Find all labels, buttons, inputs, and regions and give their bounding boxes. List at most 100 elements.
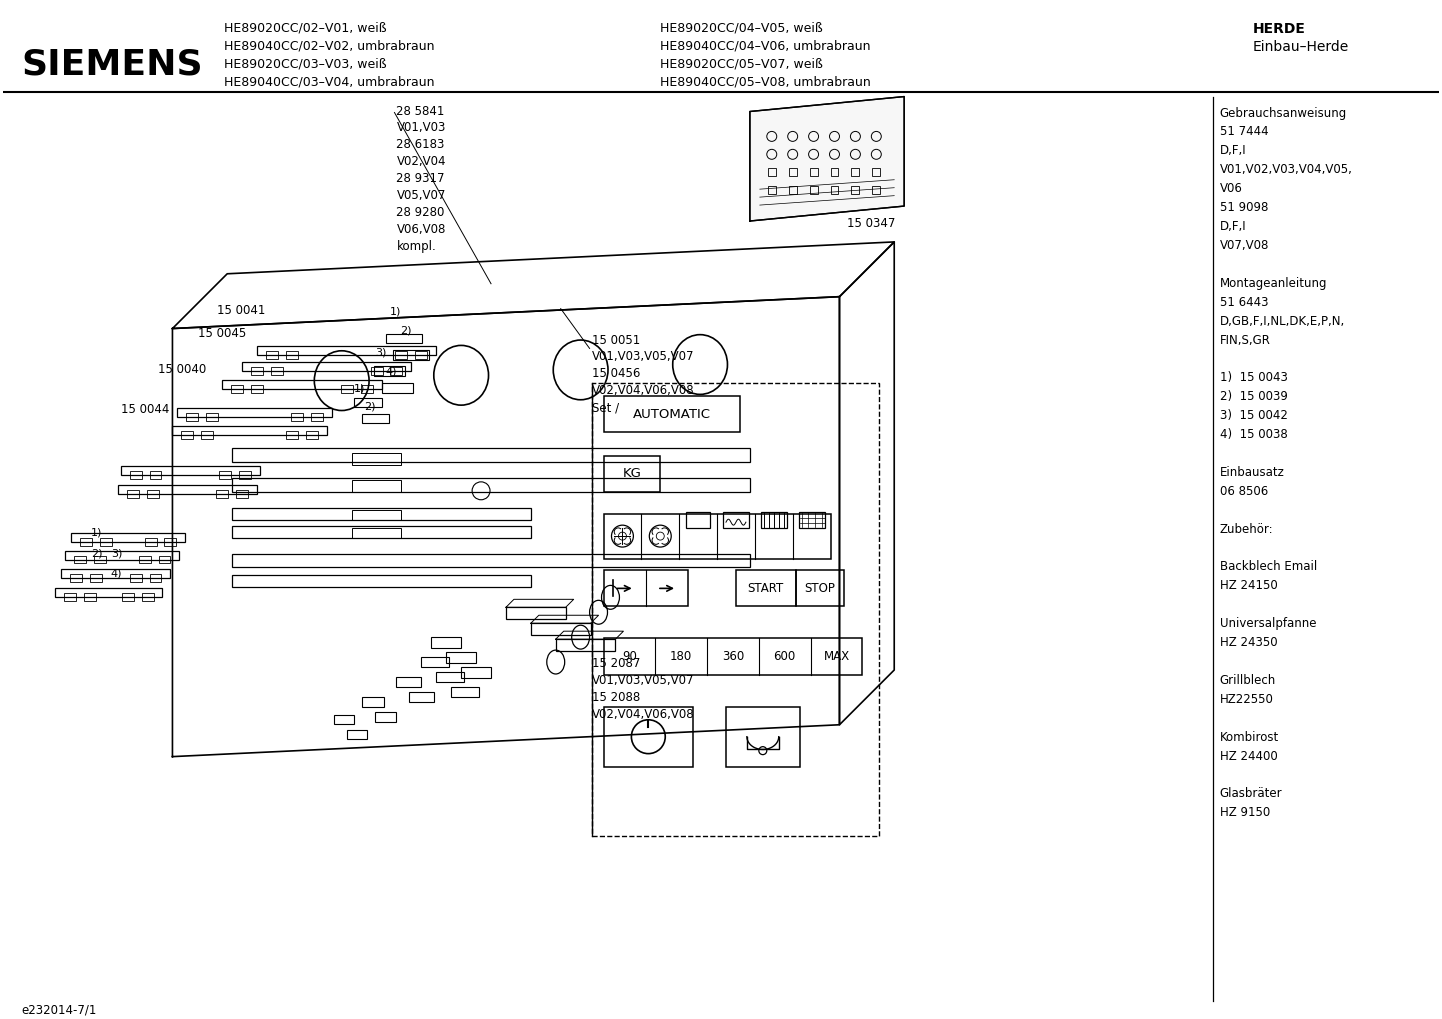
Text: V01,V02,V03,V04,V05,: V01,V02,V03,V04,V05, [1220, 163, 1353, 176]
Bar [130, 471, 141, 479]
Bar [591, 383, 880, 837]
Bar [604, 514, 831, 558]
Text: Set /: Set / [591, 401, 619, 414]
Text: Glasbräter: Glasbräter [1220, 788, 1282, 801]
Bar [872, 186, 880, 195]
Text: V02,V04,V06,V08: V02,V04,V06,V08 [591, 708, 694, 720]
Text: STOP: STOP [805, 582, 835, 595]
Bar [340, 385, 353, 393]
Text: 15 2087: 15 2087 [591, 657, 640, 671]
Bar [130, 575, 141, 583]
Bar [851, 168, 859, 176]
Bar [121, 593, 134, 601]
Bar [686, 513, 709, 528]
Bar [415, 352, 427, 360]
Bar [71, 533, 186, 541]
Text: HE89020CC/02–V01, weiß: HE89020CC/02–V01, weiß [224, 21, 386, 35]
Bar [410, 692, 434, 702]
Bar [61, 570, 170, 579]
Bar [725, 707, 800, 766]
Bar [79, 538, 92, 545]
Text: 28 6183: 28 6183 [397, 139, 444, 152]
Text: Zubehör:: Zubehör: [1220, 523, 1273, 536]
Text: Universalpfanne: Universalpfanne [1220, 618, 1317, 630]
Text: HZ22550: HZ22550 [1220, 693, 1273, 706]
Bar [809, 168, 818, 176]
Text: 90: 90 [622, 650, 637, 663]
Bar [809, 186, 818, 195]
Text: HE89020CC/05–V07, weiß: HE89020CC/05–V07, weiß [660, 58, 823, 70]
Bar [352, 480, 401, 492]
Bar [232, 576, 531, 587]
Bar [173, 426, 327, 435]
Bar [604, 455, 660, 492]
Bar [394, 351, 430, 361]
Text: V06,V08: V06,V08 [397, 223, 446, 236]
Bar [375, 712, 397, 721]
Bar [306, 431, 317, 439]
Bar [796, 571, 845, 606]
Bar [239, 471, 251, 479]
Bar [346, 730, 366, 739]
Text: Backblech Email: Backblech Email [1220, 560, 1317, 574]
Bar [65, 550, 179, 559]
Text: HZ 24350: HZ 24350 [1220, 636, 1278, 649]
Polygon shape [750, 97, 904, 221]
Bar [789, 186, 796, 195]
Bar [186, 413, 199, 421]
Bar [141, 593, 153, 601]
Bar [206, 413, 218, 421]
Bar [333, 714, 353, 723]
Text: MAX: MAX [823, 650, 849, 663]
Text: 600: 600 [773, 650, 796, 663]
Text: 4): 4) [111, 569, 123, 579]
Bar [232, 507, 531, 520]
Bar [182, 431, 193, 439]
Bar [353, 398, 382, 408]
Bar [360, 385, 372, 393]
Bar [147, 490, 159, 497]
Text: 2): 2) [401, 325, 412, 335]
Text: HE89020CC/04–V05, weiß: HE89020CC/04–V05, weiß [660, 21, 823, 35]
Bar [735, 571, 796, 606]
Text: Einbausatz: Einbausatz [1220, 466, 1285, 479]
Text: HE89020CC/03–V03, weiß: HE89020CC/03–V03, weiß [224, 58, 386, 70]
Text: HERDE: HERDE [1253, 21, 1305, 36]
Bar [831, 168, 838, 176]
Text: V02,V04: V02,V04 [397, 155, 446, 168]
Bar [831, 186, 838, 195]
Text: 15 0040: 15 0040 [157, 364, 206, 376]
Bar [382, 383, 414, 393]
Text: HE89040CC/04–V06, umbrabraun: HE89040CC/04–V06, umbrabraun [660, 40, 871, 53]
Bar [761, 513, 787, 528]
Text: HZ 9150: HZ 9150 [1220, 806, 1270, 819]
Bar [506, 607, 565, 620]
Text: 15 0041: 15 0041 [218, 304, 265, 317]
Bar [362, 697, 384, 707]
Bar [397, 677, 421, 687]
Bar [177, 409, 332, 417]
Bar [150, 575, 162, 583]
Text: 1)  15 0043: 1) 15 0043 [1220, 371, 1288, 384]
Text: FIN,S,GR: FIN,S,GR [1220, 333, 1270, 346]
Text: 15 0456: 15 0456 [591, 368, 640, 380]
Bar [219, 471, 231, 479]
Text: kompl.: kompl. [397, 239, 435, 253]
Bar [286, 352, 298, 360]
Bar [121, 466, 260, 475]
Bar [604, 707, 694, 766]
Text: 15 0045: 15 0045 [199, 326, 247, 339]
Bar [251, 368, 262, 375]
Text: HE89040CC/05–V08, umbrabraun: HE89040CC/05–V08, umbrabraun [660, 75, 871, 89]
Text: 3)  15 0042: 3) 15 0042 [1220, 410, 1288, 422]
Text: 3): 3) [111, 548, 123, 558]
Text: V01,V03,V05,V07: V01,V03,V05,V07 [591, 351, 694, 364]
Bar [150, 471, 162, 479]
Text: 1): 1) [353, 383, 365, 393]
Text: 28 5841: 28 5841 [397, 105, 444, 117]
Text: HE89040CC/02–V02, umbrabraun: HE89040CC/02–V02, umbrabraun [224, 40, 434, 53]
Bar [604, 396, 740, 432]
Bar [352, 510, 401, 520]
Bar [257, 346, 437, 356]
Bar [789, 168, 796, 176]
